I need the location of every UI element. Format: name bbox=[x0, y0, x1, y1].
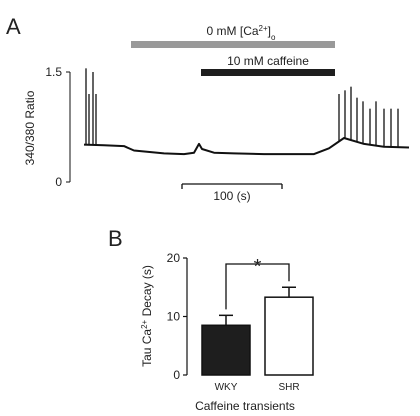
panel-a-y-axis-label: 340/380 Ratio bbox=[23, 90, 37, 165]
caffeine-label: 10 mM caffeine bbox=[227, 54, 309, 68]
time-scale-bar bbox=[181, 183, 283, 189]
bar-shr bbox=[264, 296, 314, 376]
significance-star: * bbox=[254, 256, 262, 278]
panel-b-ytick-label-20: 20 bbox=[167, 251, 181, 265]
panel-b-x-axis-label: Caffeine transients bbox=[195, 399, 295, 413]
calcium-trace bbox=[83, 68, 410, 156]
zero-calcium-label: 0 mM [Ca2+]o bbox=[207, 24, 276, 42]
bar-wky bbox=[201, 324, 251, 376]
caffeine-bar bbox=[201, 69, 335, 76]
panel-b-ytick-label-0: 0 bbox=[173, 368, 180, 382]
panel-b-label: B bbox=[108, 226, 123, 251]
time-scale-label: 100 (s) bbox=[213, 189, 250, 203]
significance-bracket bbox=[225, 263, 290, 310]
category-label-wky: WKY bbox=[215, 382, 238, 393]
panel-a-label: A bbox=[6, 14, 21, 39]
panel-b-ytick-label-10: 10 bbox=[167, 310, 181, 324]
category-label-shr: SHR bbox=[278, 382, 299, 393]
panel-b-y-axis-label: Tau Ca2+ Decay (s) bbox=[140, 265, 155, 367]
panel-b-y-axis: 0 10 20 bbox=[167, 251, 188, 382]
trace-line bbox=[83, 137, 410, 156]
zero-calcium-bar bbox=[131, 41, 335, 48]
panel-b-bars: WKY SHR * bbox=[201, 256, 314, 393]
panel-a-ytick-label-1.5: 1.5 bbox=[45, 65, 62, 79]
panel-a-ytick-label-0: 0 bbox=[55, 175, 62, 189]
